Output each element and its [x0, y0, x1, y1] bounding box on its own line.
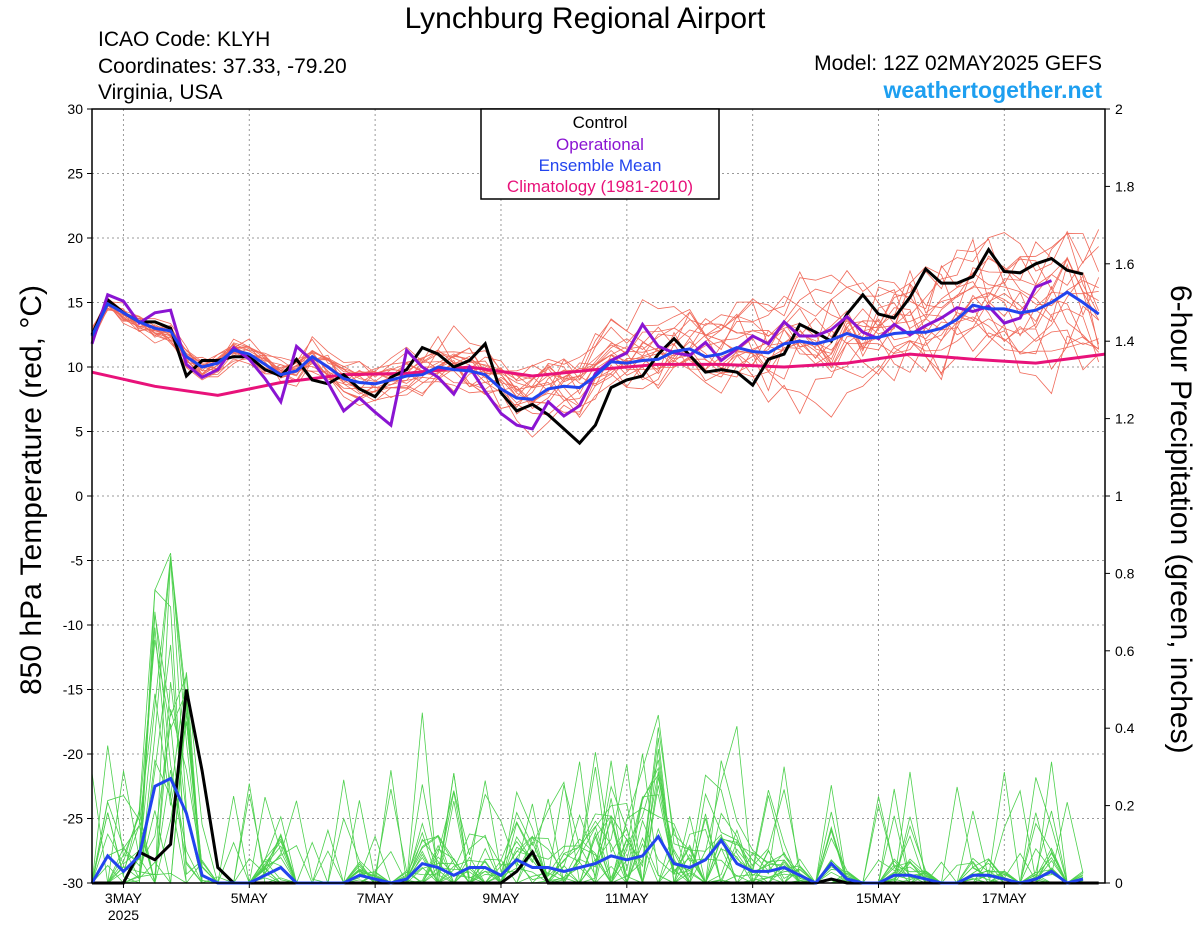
model-run: Model: 12Z 02MAY2025 GEFS: [814, 52, 1102, 75]
right-tick-label: 1.4: [1115, 333, 1135, 349]
temperature-control-line: [90, 246, 1084, 446]
x-tick-label: 9MAY: [482, 890, 520, 906]
temperature-member-line: [91, 229, 1100, 408]
temperature-member-line: [91, 232, 1100, 395]
left-tick-label: -10: [63, 617, 83, 633]
temperature-mean-line: [90, 290, 1100, 401]
precipitation-member-line: [91, 681, 1083, 885]
coordinates: Coordinates: 37.33, -79.20: [98, 55, 347, 78]
temperature-member-line: [91, 238, 1099, 392]
left-tick-label: -25: [63, 811, 83, 827]
left-tick-label: -30: [63, 875, 83, 891]
temperature-ensemble-members: [91, 229, 1100, 438]
precipitation-member-line: [91, 672, 1083, 885]
left-tick-label: 25: [67, 166, 83, 182]
left-tick-label: 30: [67, 101, 83, 117]
temperature-operational-line: [90, 279, 1053, 431]
right-tick-label: 1: [1115, 488, 1123, 504]
legend-climatology: Climatology (1981-2010): [507, 177, 693, 196]
icao-code: ICAO Code: KLYH: [98, 28, 271, 51]
right-tick-label: 0.8: [1115, 565, 1135, 581]
x-tick-label: 11MAY: [605, 890, 649, 906]
legend-box: Control Operational Ensemble Mean Climat…: [480, 108, 720, 200]
site-link[interactable]: weathertogether.net: [883, 77, 1102, 103]
precipitation-member-line: [92, 693, 1083, 884]
temperature-member-line: [91, 257, 1100, 418]
temperature-member-line: [91, 299, 1099, 404]
precipitation-member-line: [92, 644, 1083, 884]
climatology-line: [91, 352, 1106, 397]
precipitation-ensemble-members: [91, 552, 1084, 885]
chart-title: Lynchburg Regional Airport: [404, 2, 766, 35]
precipitation-member-line: [92, 558, 1083, 884]
x-tick-label: 5MAY: [231, 890, 269, 906]
legend-frame: [480, 108, 720, 200]
gridlines: [92, 109, 1105, 883]
x-tick-label: 17MAY: [982, 890, 1028, 906]
left-tick-label: -20: [63, 746, 83, 762]
legend-operational: Operational: [556, 135, 644, 154]
right-tick-label: 0: [1115, 875, 1123, 891]
left-tick-label: 15: [67, 295, 83, 311]
right-tick-label: 0.4: [1115, 720, 1135, 736]
right-tick-label: 1.2: [1115, 411, 1135, 427]
temperature-member-line: [91, 232, 1100, 415]
left-tick-label: -15: [63, 682, 83, 698]
right-axis-label: 6-hour Precipitation (green, inches): [1164, 285, 1197, 754]
left-tick-label: -5: [71, 553, 84, 569]
right-tick-label: 0.2: [1115, 798, 1135, 814]
right-tick-label: 1.8: [1115, 178, 1135, 194]
left-axis-ticks: 30 25 20 15 10 5 0 -5 -10 -15 -20 -25 -30: [63, 101, 92, 891]
left-tick-label: 0: [75, 488, 83, 504]
legend-control: Control: [573, 113, 628, 132]
x-tick-label: 13MAY: [730, 890, 776, 906]
x-tick-label: 7MAY: [357, 890, 395, 906]
right-tick-label: 0.6: [1115, 643, 1135, 659]
right-axis-ticks: 2 1.8 1.6 1.4 1.2 1 0.8 0.6 0.4 0.2 0: [1105, 101, 1135, 891]
left-tick-label: 5: [75, 424, 83, 440]
precipitation-mean-line: [90, 776, 1084, 885]
x-tick-label: 15MAY: [856, 890, 902, 906]
x-tick-label: 3MAY: [105, 890, 143, 906]
left-axis-label: 850 hPa Temperature (red, °C): [15, 285, 48, 695]
left-tick-label: 10: [67, 359, 83, 375]
temperature-member-line: [91, 257, 1099, 392]
x-tick-sublabel: 2025: [108, 907, 139, 923]
right-tick-label: 2: [1115, 101, 1123, 117]
temperature-member-line: [91, 286, 1099, 416]
left-tick-label: 20: [67, 230, 83, 246]
precipitation-member-line: [92, 723, 1084, 885]
legend-ensemble-mean: Ensemble Mean: [539, 156, 662, 175]
precipitation-member-line: [91, 699, 1084, 885]
region: Virginia, USA: [98, 81, 223, 104]
precipitation-member-line: [92, 770, 1084, 884]
right-tick-label: 1.6: [1115, 256, 1135, 272]
